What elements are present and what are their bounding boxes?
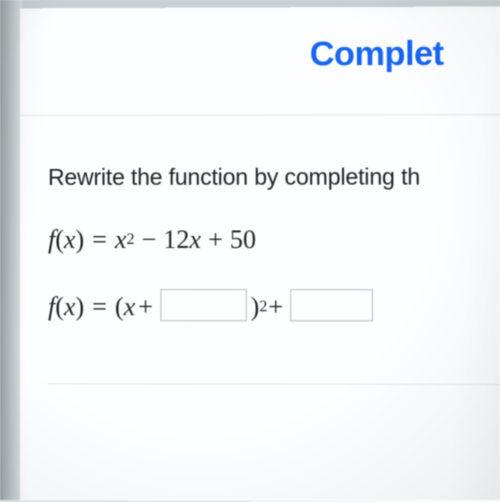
ans-close-paren: ) bbox=[75, 292, 84, 322]
equals: = bbox=[92, 225, 107, 255]
close-paren: ) bbox=[75, 225, 84, 255]
ans-close-paren-2: ) bbox=[251, 292, 260, 322]
quad-var: x bbox=[115, 225, 127, 255]
screen-bezel bbox=[0, 0, 22, 500]
ans-open-paren: ( bbox=[55, 292, 64, 322]
problem-content: Rewrite the function by completing th f(… bbox=[20, 115, 500, 385]
blank-2-input[interactable] bbox=[290, 289, 373, 321]
ans-outer-sign: + bbox=[268, 292, 283, 322]
const-term: 50 bbox=[230, 225, 256, 255]
ans-fn-letter: f bbox=[48, 292, 55, 322]
problem-instruction: Rewrite the function by completing th bbox=[48, 163, 500, 191]
ans-equals: = bbox=[92, 292, 107, 322]
page-title: Complet bbox=[20, 35, 500, 76]
linear-coef: 12 bbox=[163, 225, 189, 255]
minus-op: − bbox=[142, 225, 157, 255]
plus-op: + bbox=[208, 225, 223, 255]
exercise-screen: Complet Rewrite the function by completi… bbox=[20, 6, 500, 502]
blank-1-input[interactable] bbox=[160, 289, 247, 321]
fn-letter: f bbox=[48, 225, 55, 255]
open-paren: ( bbox=[55, 225, 64, 255]
header: Complet bbox=[20, 6, 500, 115]
given-function: f(x) = x2 − 12x + 50 bbox=[48, 225, 500, 255]
ans-fn-arg: x bbox=[64, 292, 76, 322]
ans-inner-sign: + bbox=[138, 292, 153, 322]
bottom-divider bbox=[48, 383, 500, 385]
linear-var: x bbox=[189, 225, 201, 255]
answer-template: f(x) = (x+ )2+ bbox=[48, 291, 500, 324]
fn-arg: x bbox=[64, 225, 76, 255]
ans-inner-var: x bbox=[124, 292, 136, 322]
